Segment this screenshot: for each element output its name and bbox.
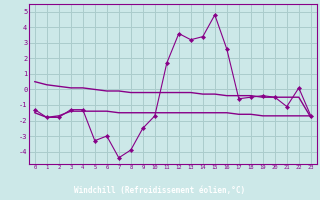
Text: Windchill (Refroidissement éolien,°C): Windchill (Refroidissement éolien,°C) bbox=[75, 186, 245, 195]
